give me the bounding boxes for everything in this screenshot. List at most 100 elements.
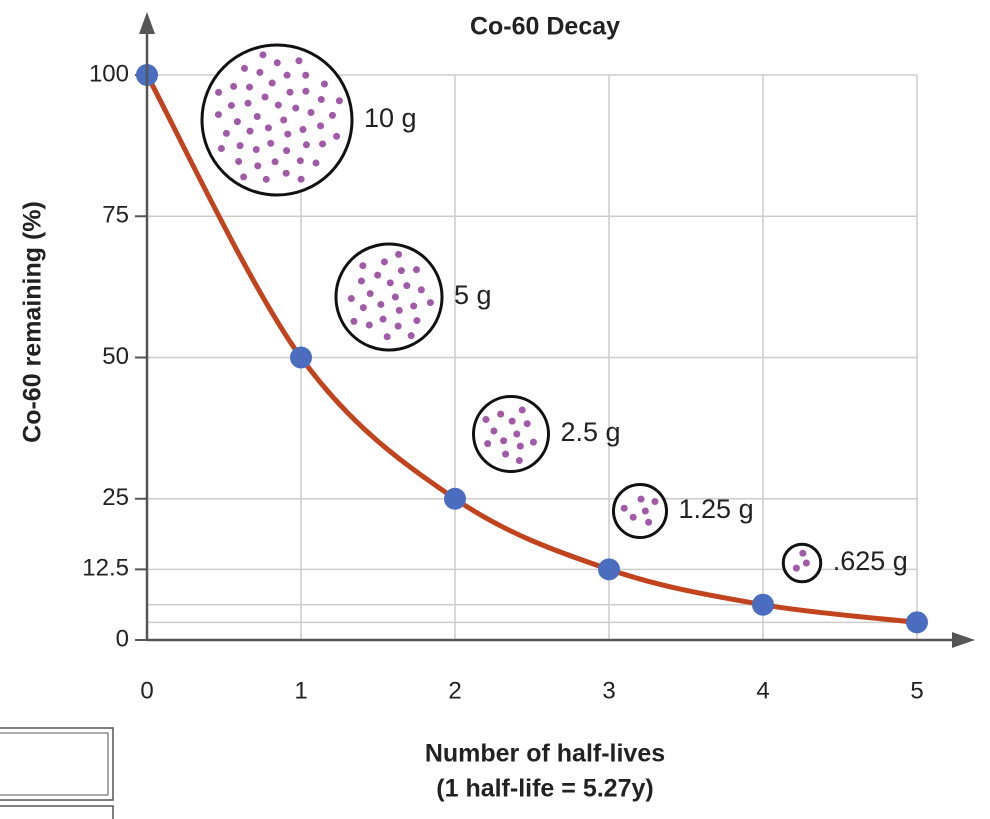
sample-dot: [328, 111, 336, 119]
sample-dot: [620, 504, 628, 512]
sample-dot: [319, 140, 327, 148]
sample-dot: [271, 158, 279, 166]
sample-dot: [286, 88, 294, 96]
sample-label: .625 g: [833, 546, 908, 576]
sample-dot: [412, 266, 420, 274]
sample-dot: [651, 497, 659, 505]
sample-dot: [484, 440, 492, 448]
sample-circle: [611, 482, 669, 540]
sample-dot: [397, 267, 405, 275]
sample-dot: [283, 71, 291, 79]
sample-dot: [320, 80, 328, 88]
sample-dot: [508, 417, 516, 425]
sample-label: 10 g: [364, 103, 417, 133]
sample-label: 1.25 g: [679, 494, 754, 524]
chart-title: Co-60 Decay: [470, 13, 620, 41]
sample-dot: [299, 125, 307, 133]
sample-dot: [302, 87, 310, 95]
data-point: [906, 611, 928, 634]
sample-dot: [264, 124, 272, 132]
sample-dot: [515, 456, 523, 464]
sample-dot: [637, 495, 645, 503]
sample-dot: [482, 415, 490, 423]
sample-dot: [256, 68, 264, 76]
x-axis-label: Number of half-lives: [425, 740, 665, 768]
x-tick-label: 5: [910, 677, 923, 704]
data-point: [290, 346, 312, 369]
sample-dot: [629, 513, 637, 521]
sample-dot: [296, 157, 304, 165]
sample-dot: [302, 71, 310, 79]
sample-dot: [214, 111, 222, 119]
sample-dot: [215, 88, 223, 96]
frame-box: [0, 732, 109, 796]
sample-circle: [781, 542, 823, 584]
sample-dot: [240, 173, 248, 181]
sample-dot: [262, 175, 270, 183]
y-axis-arrow: [139, 12, 155, 34]
sample-dot: [240, 64, 248, 72]
sample-dot: [516, 442, 524, 450]
sample-dot: [312, 159, 320, 167]
data-point: [752, 593, 774, 616]
sample-dot: [497, 410, 505, 418]
x-tick-label: 3: [602, 677, 615, 704]
sample-dot: [403, 282, 411, 290]
sample-dot: [529, 438, 537, 446]
sample-dot: [283, 147, 291, 155]
sample-dot: [235, 157, 243, 165]
data-point: [444, 487, 466, 510]
sample-dot: [252, 146, 260, 154]
data-point: [598, 558, 620, 581]
sample-dot: [254, 162, 262, 170]
sample-dot: [233, 118, 241, 126]
sample-dot: [374, 271, 382, 279]
sample-dot: [246, 127, 254, 135]
y-tick-label: 75: [102, 202, 129, 229]
sample-dot: [292, 104, 300, 112]
sample-dot: [317, 122, 325, 130]
sample-dot: [267, 139, 275, 147]
sample-dot: [302, 141, 310, 149]
sample-dot: [802, 559, 810, 567]
sample-dot: [259, 51, 267, 59]
sample-dot: [227, 101, 235, 109]
y-tick-label: 25: [102, 484, 129, 511]
sample-dot: [377, 300, 385, 308]
sample-dot: [391, 293, 399, 301]
sample-dot: [359, 304, 367, 312]
sample-dot: [317, 96, 325, 104]
sample-dot: [366, 290, 374, 298]
sample-dot: [490, 427, 498, 435]
sample-dot: [513, 430, 521, 438]
sample-dot: [274, 101, 282, 109]
sample-dot: [307, 109, 315, 117]
sample-dot: [410, 302, 418, 310]
sample-dot: [641, 507, 649, 515]
y-tick-label: 50: [102, 343, 129, 370]
sample-dot: [280, 116, 288, 124]
sample-dot: [413, 317, 421, 325]
sample-dot: [261, 93, 269, 101]
sample-dot: [386, 279, 394, 287]
sample-dot: [394, 322, 402, 330]
sample-circle: [200, 43, 354, 197]
sample-dot: [395, 306, 403, 314]
x-tick-label: 0: [140, 677, 153, 704]
y-axis-label: Co-60 remaining (%): [19, 201, 47, 443]
sample-dot: [347, 295, 355, 303]
sample-dot: [284, 130, 292, 138]
sample-dot: [792, 564, 800, 572]
sample-dot: [417, 286, 425, 294]
sample-dot: [426, 299, 434, 307]
sample-dot: [297, 175, 305, 183]
sample-dot: [222, 129, 230, 137]
x-axis-note: (1 half-life = 5.27y): [436, 775, 653, 803]
sample-circle: [472, 395, 550, 473]
sample-dot: [395, 250, 403, 258]
sample-dot: [230, 82, 238, 90]
sample-dot: [335, 97, 343, 105]
sample-dot: [217, 145, 225, 153]
